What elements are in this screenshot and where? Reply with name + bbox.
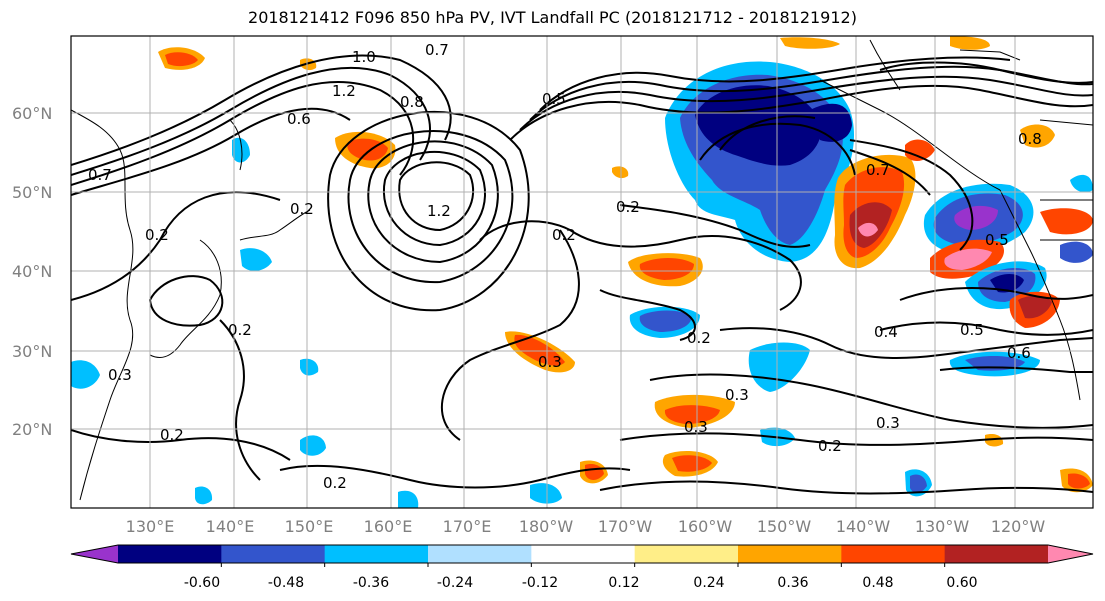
contour-label: 0.5 — [542, 90, 566, 108]
contour-label: 0.2 — [818, 437, 842, 455]
colorbar-extend-low — [71, 545, 118, 563]
colorbar — [70, 544, 1094, 567]
contour-label: 0.2 — [687, 329, 711, 347]
contour-label: 0.6 — [1007, 344, 1031, 362]
contour-labels: 1.0 0.7 1.2 0.8 0.7 0.6 0.5 0.2 1.2 0.2 … — [88, 41, 1042, 492]
contour-label: 0.2 — [552, 226, 576, 244]
coastlines — [71, 39, 1093, 501]
lon-label: 120°W — [991, 517, 1046, 536]
colorbar-tick-label: -0.48 — [268, 575, 304, 591]
lon-label: 130°E — [126, 517, 175, 536]
contour-label: 0.8 — [1018, 130, 1042, 148]
colorbar-segment — [324, 545, 429, 563]
colorbar-tick-label: 0.24 — [693, 575, 724, 591]
colorbar-outline — [70, 544, 1094, 564]
lat-label: 20°N — [12, 420, 52, 439]
lon-label: 140°W — [836, 517, 891, 536]
contour-label: 0.2 — [228, 321, 252, 339]
lon-label: 170°W — [598, 517, 653, 536]
contour-label: 1.0 — [352, 48, 376, 66]
colorbar-tick-labels: -0.60 -0.48 -0.36 -0.24 -0.12 0.12 0.24 … — [184, 575, 978, 591]
colorbar-tick-label: -0.36 — [353, 575, 389, 591]
lon-label: 150°W — [757, 517, 812, 536]
map-title: 2018121412 F096 850 hPa PV, IVT Landfall… — [248, 8, 857, 27]
colorbar-segment — [944, 545, 1049, 563]
contour-label: 0.3 — [876, 414, 900, 432]
lat-label: 30°N — [12, 342, 52, 361]
contour-label: 0.2 — [160, 426, 184, 444]
lon-label: 160°W — [678, 517, 733, 536]
lon-label: 150°E — [285, 517, 334, 536]
contour-label: 0.5 — [985, 231, 1009, 249]
longitude-labels: 130°E 140°E 150°E 160°E 170°E 180°W 170°… — [126, 517, 1046, 536]
colorbar-tick-label: -0.24 — [437, 575, 473, 591]
contour-label: 0.3 — [725, 386, 749, 404]
lon-label: 140°E — [206, 517, 255, 536]
colorbar-segment — [841, 545, 946, 563]
lon-label: 180°W — [519, 517, 574, 536]
graticule — [71, 36, 1093, 508]
contour-label: 0.3 — [684, 418, 708, 436]
contour-label: 0.4 — [874, 323, 898, 341]
colorbar-extend-high — [1048, 545, 1093, 563]
lat-label: 60°N — [12, 104, 52, 123]
contour-label: 0.5 — [960, 321, 984, 339]
contour-label: 0.8 — [400, 93, 424, 111]
colorbar-tick-label: 0.48 — [862, 575, 893, 591]
contour-label: 1.2 — [427, 202, 451, 220]
contour-label: 0.7 — [866, 161, 890, 179]
lon-label: 160°E — [364, 517, 413, 536]
colorbar-segment — [428, 545, 532, 563]
latitude-labels: 60°N 50°N 40°N 30°N 20°N — [12, 104, 52, 439]
colorbar-segment — [221, 545, 326, 563]
contour-label: 0.7 — [88, 166, 112, 184]
contour-label: 0.2 — [290, 200, 314, 218]
lon-label: 170°E — [443, 517, 492, 536]
colorbar-tick-label: -0.12 — [522, 575, 558, 591]
colorbar-tick-label: 0.36 — [777, 575, 808, 591]
map-frame — [70, 35, 1094, 509]
lon-label: 130°W — [915, 517, 970, 536]
lat-label: 50°N — [12, 183, 52, 202]
contour-label: 0.3 — [538, 353, 562, 371]
contour-label: 0.2 — [323, 474, 347, 492]
contour-label: 0.2 — [616, 198, 640, 216]
colorbar-segment — [738, 545, 842, 563]
colorbar-tick-label: 0.12 — [608, 575, 639, 591]
colorbar-tick-label: -0.60 — [184, 575, 220, 591]
colorbar-segment — [118, 545, 222, 563]
colorbar-segment — [531, 545, 636, 563]
contour-label: 0.2 — [145, 226, 169, 244]
lat-label: 40°N — [12, 262, 52, 281]
colorbar-tick-label: 0.60 — [946, 575, 977, 591]
contour-label: 0.7 — [425, 41, 449, 59]
contour-label: 0.3 — [108, 366, 132, 384]
contour-label: 0.6 — [287, 110, 311, 128]
ivt-contours — [71, 54, 1093, 495]
colorbar-segment — [634, 545, 739, 563]
contour-label: 1.2 — [332, 82, 356, 100]
